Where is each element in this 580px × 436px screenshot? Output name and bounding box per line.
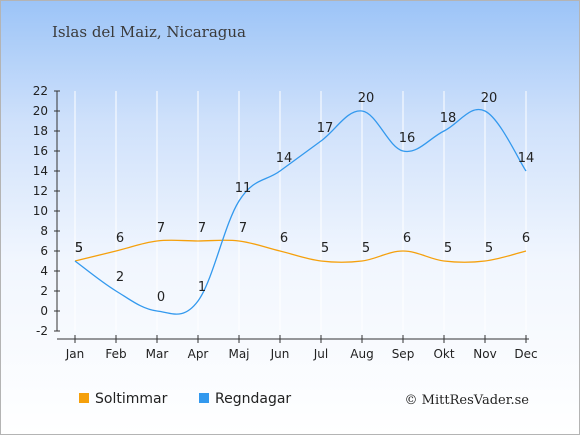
legend-label: Regndagar [215, 391, 291, 407]
data-label: 5 [321, 241, 329, 256]
data-label: 20 [358, 91, 375, 106]
y-tick-label: 8 [40, 224, 48, 238]
x-tick-label: Aug [350, 347, 373, 361]
y-tick-label: 6 [40, 244, 48, 258]
data-label: 6 [403, 231, 411, 246]
y-tick-label: 14 [33, 164, 48, 178]
data-label: 6 [522, 231, 530, 246]
legend: Soltimmar Regndagar [79, 391, 291, 407]
data-label: 5 [75, 241, 83, 256]
series-lines [74, 108, 527, 315]
data-label: 14 [518, 151, 535, 166]
legend-swatch [199, 393, 209, 403]
x-tick-label: Maj [228, 347, 249, 361]
x-tick-label: Jan [65, 347, 85, 361]
data-label: 17 [317, 121, 334, 136]
legend-swatch [79, 393, 89, 403]
data-label: 7 [157, 221, 165, 236]
data-label: 6 [116, 231, 124, 246]
data-label: 5 [362, 241, 370, 256]
credit-text: © MittResVader.se [405, 393, 530, 408]
data-label: 5 [444, 241, 452, 256]
y-tick-label: 10 [33, 204, 48, 218]
series-line-regndagar [74, 108, 527, 315]
y-tick-label: 0 [40, 304, 48, 318]
x-tick-label: Jun [270, 347, 290, 361]
y-tick-label: -2 [36, 324, 48, 338]
x-tick-label: Nov [473, 347, 496, 361]
y-tick-label: 20 [33, 104, 48, 118]
x-tick-label: Okt [433, 347, 454, 361]
data-label: 18 [440, 111, 457, 126]
data-label: 1 [198, 280, 206, 295]
x-tick-label: Sep [392, 347, 415, 361]
y-tick-label: 4 [40, 264, 48, 278]
chart-title: Islas del Maiz, Nicaragua [52, 23, 246, 41]
y-tick-label: 18 [33, 124, 48, 138]
y-tick-label: 12 [33, 184, 48, 198]
y-tick-label: 16 [33, 144, 48, 158]
data-label: 7 [198, 221, 206, 236]
data-label: 11 [235, 181, 252, 196]
x-tick-label: Jul [313, 347, 328, 361]
data-label: 5 [75, 241, 83, 256]
series-line-soltimmar [74, 239, 527, 263]
legend-label: Soltimmar [95, 391, 168, 407]
y-tick-label: 2 [40, 284, 48, 298]
data-label: 16 [399, 131, 416, 146]
data-label: 20 [481, 91, 498, 106]
data-label: 0 [157, 290, 165, 305]
grid-lines [74, 91, 527, 331]
data-label: 6 [280, 231, 288, 246]
data-label: 14 [276, 151, 293, 166]
y-tick-label: 22 [33, 84, 48, 98]
data-label: 2 [116, 270, 124, 285]
x-tick-label: Mar [146, 347, 169, 361]
data-label: 7 [239, 221, 247, 236]
x-tick-label: Dec [514, 347, 537, 361]
x-tick-label: Feb [105, 347, 126, 361]
x-tick-label: Apr [188, 347, 209, 361]
data-label: 5 [485, 241, 493, 256]
